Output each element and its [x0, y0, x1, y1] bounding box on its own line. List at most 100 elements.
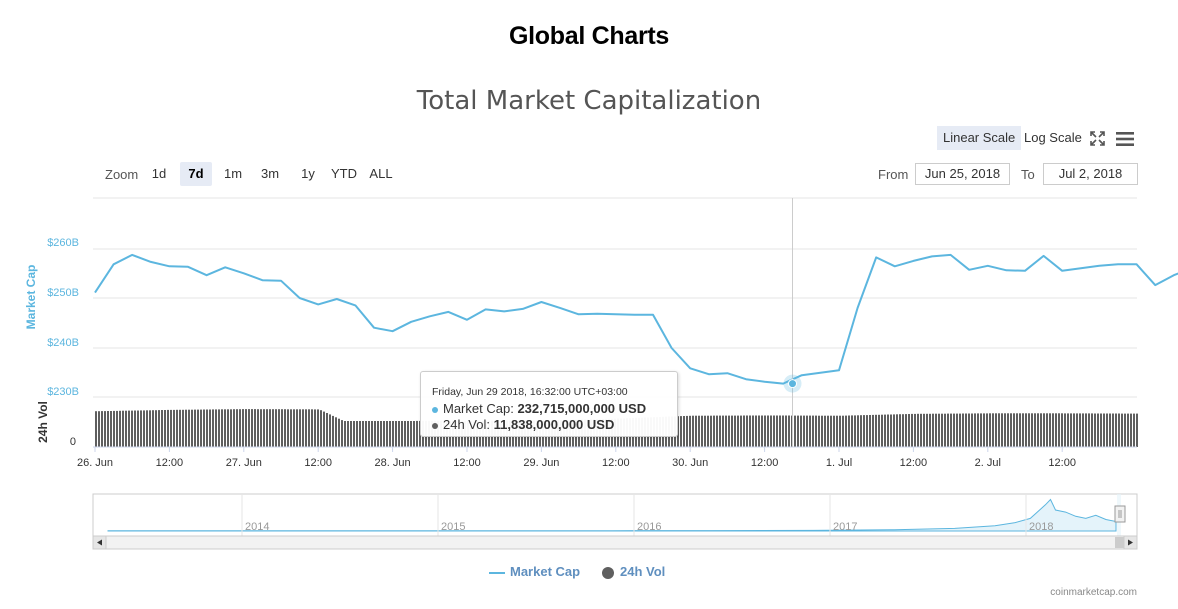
volume-bar — [128, 410, 130, 447]
x-tick-label: 26. Jun — [77, 457, 113, 469]
zoom-all-button[interactable]: ALL — [369, 166, 393, 181]
navigator-year-label: 2014 — [245, 521, 269, 533]
navigator-series — [107, 498, 1117, 532]
volume-bar — [254, 409, 256, 447]
volume-bar — [176, 409, 178, 447]
volume-bar — [803, 415, 805, 447]
x-tick-label: 12:00 — [751, 457, 779, 469]
volume-bar — [266, 409, 268, 447]
volume-bar — [683, 416, 685, 447]
volume-bar — [104, 411, 106, 447]
y-tick-label: $260B — [47, 237, 79, 249]
volume-bar — [848, 415, 850, 447]
volume-bar — [917, 413, 919, 447]
volume-bar — [302, 409, 304, 447]
volume-bar — [884, 414, 886, 447]
volume-bar — [359, 421, 361, 447]
zoom-7d-button[interactable]: 7d — [180, 162, 212, 186]
volume-bar — [710, 415, 712, 447]
volume-bar — [731, 415, 733, 447]
zoom-3m-button[interactable]: 3m — [260, 166, 280, 181]
navigator-scrollbar[interactable] — [92, 535, 1138, 550]
volume-bar — [701, 415, 703, 447]
volume-bar — [377, 421, 379, 447]
zoom-1y-button[interactable]: 1y — [301, 166, 315, 181]
to-date-input[interactable] — [1043, 163, 1138, 185]
volume-bar — [203, 409, 205, 447]
from-date-input[interactable] — [915, 163, 1010, 185]
legend-item-market-cap[interactable]: Market Cap — [489, 564, 580, 579]
navigator-year-label: 2016 — [637, 521, 661, 533]
volume-bar — [263, 409, 265, 447]
zoom-ytd-button[interactable]: YTD — [331, 166, 357, 181]
credit-link[interactable]: coinmarketcap.com — [1050, 587, 1137, 598]
volume-bar — [728, 415, 730, 447]
volume-bar — [824, 415, 826, 447]
volume-bar — [1121, 413, 1123, 447]
volume-bar — [983, 413, 985, 447]
volume-bar — [1118, 413, 1120, 447]
volume-bar — [806, 415, 808, 447]
x-tick-label: 28. Jun — [375, 457, 411, 469]
volume-bar — [815, 415, 817, 447]
volume-bar — [971, 413, 973, 447]
zoom-label: Zoom — [105, 167, 139, 182]
volume-bar — [278, 409, 280, 447]
log-scale-button[interactable]: Log Scale — [1024, 130, 1082, 145]
volume-bar — [911, 413, 913, 447]
volume-bar — [938, 413, 940, 447]
zoom-1m-button[interactable]: 1m — [223, 166, 243, 181]
x-tick-label: 2. Jul — [975, 457, 1001, 469]
volume-bar — [836, 415, 838, 447]
volume-bar — [1028, 413, 1030, 447]
volume-bar — [785, 415, 787, 447]
volume-bar — [941, 413, 943, 447]
fullscreen-icon[interactable] — [1089, 130, 1106, 147]
volume-bar — [260, 409, 262, 447]
volume-bar — [320, 410, 322, 447]
zoom-1d-button[interactable]: 1d — [151, 166, 167, 181]
tooltip-market-cap-row: Market Cap: 232,715,000,000 USD — [432, 401, 646, 416]
volume-bar — [311, 409, 313, 447]
volume-bar — [146, 410, 148, 447]
linear-scale-button[interactable]: Linear Scale — [937, 126, 1022, 150]
volume-bar — [1034, 413, 1036, 447]
volume-bar — [875, 414, 877, 447]
volume-bar — [257, 409, 259, 447]
volume-bar — [296, 409, 298, 447]
volume-bar — [317, 409, 319, 447]
volume-bar — [737, 415, 739, 447]
menu-icon[interactable] — [1116, 131, 1134, 147]
volume-bar — [689, 415, 691, 447]
volume-bar — [1094, 413, 1096, 447]
volume-bar — [251, 409, 253, 447]
volume-bar — [167, 409, 169, 447]
tooltip-volume-row: 24h Vol: 11,838,000,000 USD — [432, 417, 614, 432]
volume-bar — [179, 409, 181, 447]
tooltip-market-cap-label: Market Cap: — [443, 401, 514, 416]
tooltip-market-cap-value: 232,715,000,000 USD — [517, 401, 647, 416]
volume-bar — [740, 415, 742, 447]
volume-series — [95, 409, 1138, 447]
scroll-thumb[interactable] — [1115, 537, 1124, 548]
volume-bar — [809, 415, 811, 447]
volume-bar — [998, 413, 1000, 447]
navigator[interactable]: 2014 2015 2016 2017 2018 — [92, 493, 1138, 550]
volume-bar — [896, 414, 898, 447]
y-tick-label: $240B — [47, 337, 79, 349]
volume-bar — [1109, 413, 1111, 447]
volume-bar — [236, 409, 238, 447]
volume-bar — [773, 415, 775, 447]
volume-bar — [200, 409, 202, 447]
legend-item-volume[interactable]: 24h Vol — [602, 564, 665, 579]
volume-bar — [137, 410, 139, 447]
navigator-handle[interactable] — [1114, 505, 1126, 523]
volume-bar — [245, 409, 247, 447]
volume-bar — [713, 415, 715, 447]
volume-bar — [281, 409, 283, 447]
volume-bar — [1091, 413, 1093, 447]
volume-bar — [1019, 413, 1021, 447]
line-legend-icon — [489, 571, 505, 574]
volume-bar — [1064, 413, 1066, 447]
